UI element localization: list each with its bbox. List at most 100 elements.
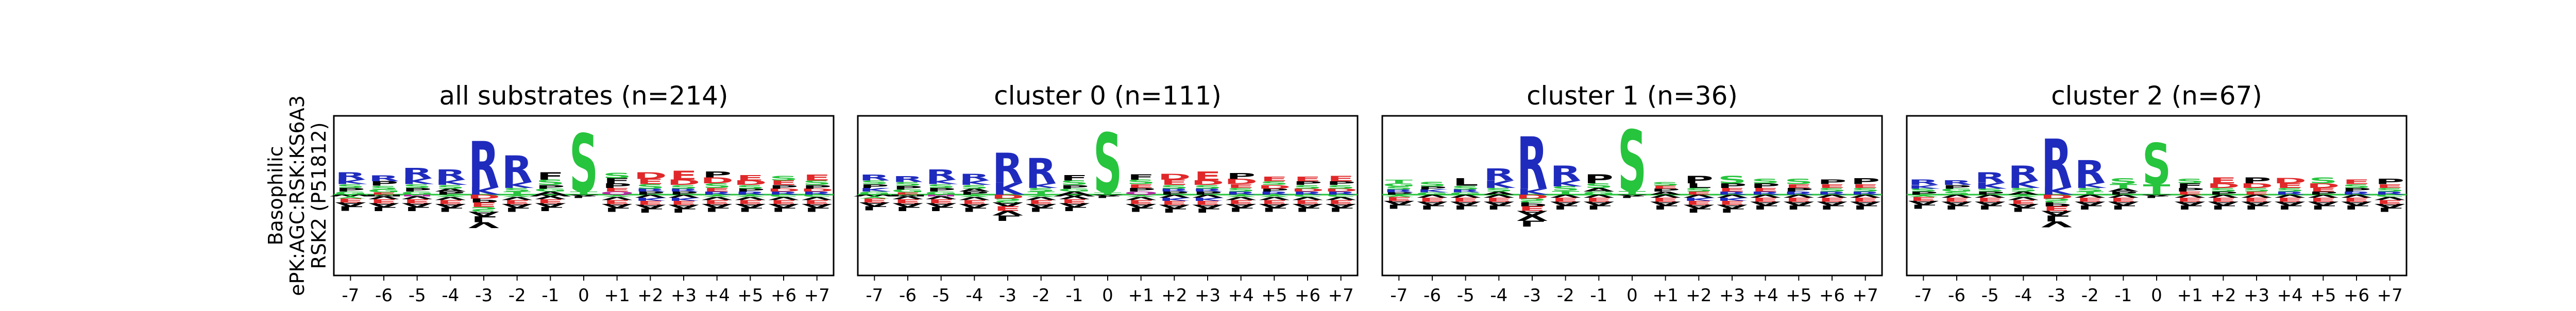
residue-mark: V (959, 196, 990, 200)
residue-mark: E (670, 168, 697, 183)
residue-mark: E (2210, 176, 2237, 185)
residue-mark: A (859, 201, 890, 207)
residue-mark: R (768, 191, 799, 196)
residue-mark: R (1783, 191, 1814, 196)
residue-mark: A (335, 201, 366, 207)
residue-mark: R (1226, 191, 1257, 196)
residue-mark: P (2109, 191, 2138, 196)
residue-mark: S (893, 181, 922, 187)
residue-mark: V (1975, 194, 2006, 198)
residue-mark: K (1159, 197, 1191, 201)
residue-mark: N (400, 194, 434, 197)
residue-mark: K (468, 185, 501, 197)
residue-mark: V (2075, 194, 2106, 198)
residue-mark: L (1095, 196, 1120, 198)
residue-mark: A (2175, 200, 2206, 206)
residue-mark: V (1450, 194, 1481, 198)
residue-mark: P (1975, 191, 2005, 196)
residue-mark: R (1026, 151, 1057, 192)
x-tick-label: +7 (1853, 285, 1878, 306)
residue-mark: S (369, 185, 398, 191)
residue-mark: R (1483, 165, 1514, 184)
panel-title: cluster 1 (n=36) (1527, 81, 1738, 111)
residue-mark: D (1516, 193, 1549, 199)
residue-mark: S (569, 117, 598, 211)
residue-mark: L (2244, 204, 2269, 210)
residue-mark: L (1977, 204, 2003, 210)
residue-mark: E (1518, 204, 1546, 212)
residue-mark: E (537, 198, 564, 204)
residue-mark: A (1908, 199, 1939, 205)
residue-mark: A (1383, 199, 1414, 205)
row-label: Basophilic ePK:AGC:RSK:KS6A3 RSK2 (P5181… (264, 95, 330, 296)
panel-title: cluster 2 (n=67) (2051, 81, 2262, 111)
residue-mark: E (1127, 199, 1155, 205)
residue-mark: S (669, 184, 698, 190)
residue-mark: L (404, 205, 430, 212)
residue-mark: R (926, 166, 957, 183)
residue-mark: A (1483, 191, 1514, 196)
residue-mark: S (736, 184, 765, 190)
x-tick-label: -1 (541, 285, 559, 306)
residue-mark: V (368, 195, 399, 200)
residue-mark: A (1292, 202, 1323, 209)
residue-mark: V (1192, 194, 1223, 198)
residue-mark: Y (735, 194, 766, 198)
x-tick-label: +6 (1819, 285, 1845, 306)
residue-mark: A (1450, 200, 1481, 206)
residue-mark: D (2207, 182, 2240, 189)
residue-mark: L (1453, 176, 1478, 188)
residue-mark: E (503, 199, 531, 205)
residue-mark: A (1717, 203, 1748, 210)
residue-mark: P (2242, 176, 2272, 185)
residue-mark: Y (859, 196, 890, 199)
residue-mark: A (602, 202, 633, 209)
x-tick-label: +5 (1786, 285, 1811, 306)
x-tick-label: +5 (2310, 285, 2336, 306)
residue-mark: A (1583, 200, 1614, 206)
residue-mark: L (962, 206, 987, 213)
residue-mark: A (635, 203, 666, 210)
panel-title: all substrates (n=214) (439, 81, 728, 111)
residue-mark: D (1224, 178, 1257, 186)
residue-mark: V (735, 196, 766, 200)
residue-mark: A (2208, 200, 2239, 206)
residue-mark: Q (600, 191, 634, 196)
x-tick-label: -5 (1457, 285, 1475, 306)
residue-mark: A (435, 202, 466, 209)
residue-mark: E (1161, 178, 1188, 186)
residue-mark: S (1818, 187, 1846, 193)
residue-mark: E (927, 198, 955, 204)
residue-mark: K (1683, 197, 1716, 201)
residue-mark: P (860, 183, 889, 189)
residue-mark: K (335, 179, 367, 186)
residue-mark: R (1750, 191, 1781, 196)
residue-mark: E (1385, 196, 1413, 202)
residue-mark: E (1452, 196, 1479, 202)
residue-mark: V (926, 195, 957, 200)
residue-mark: C (1326, 194, 1355, 198)
residue-mark: R (892, 175, 923, 184)
residue-mark: L (671, 207, 696, 213)
residue-mark: D (2240, 182, 2273, 189)
residue-mark: A (2108, 188, 2139, 193)
residue-mark: V (2008, 196, 2039, 200)
residue-mark: E (770, 199, 798, 205)
residue-mark: A (1092, 194, 1124, 197)
residue-mark: L (371, 205, 396, 212)
residue-mark: S (1976, 188, 2005, 193)
residue-mark: L (1944, 204, 1969, 210)
residue-mark: A (2108, 200, 2139, 206)
x-tick-label: -1 (2114, 285, 2132, 306)
residue-mark: S (1293, 184, 1322, 190)
residue-mark: E (1652, 185, 1679, 189)
residue-mark: S (1384, 186, 1413, 191)
residue-mark: A (2341, 200, 2372, 206)
x-tick-label: -7 (1914, 285, 1932, 306)
residue-mark: L (1228, 206, 1253, 213)
residue-mark: V (1583, 194, 1614, 198)
x-tick-label: -3 (475, 285, 493, 306)
residue-mark: D (2307, 182, 2340, 189)
residue-mark: Y (702, 194, 732, 198)
residue-mark: S (1327, 184, 1355, 190)
